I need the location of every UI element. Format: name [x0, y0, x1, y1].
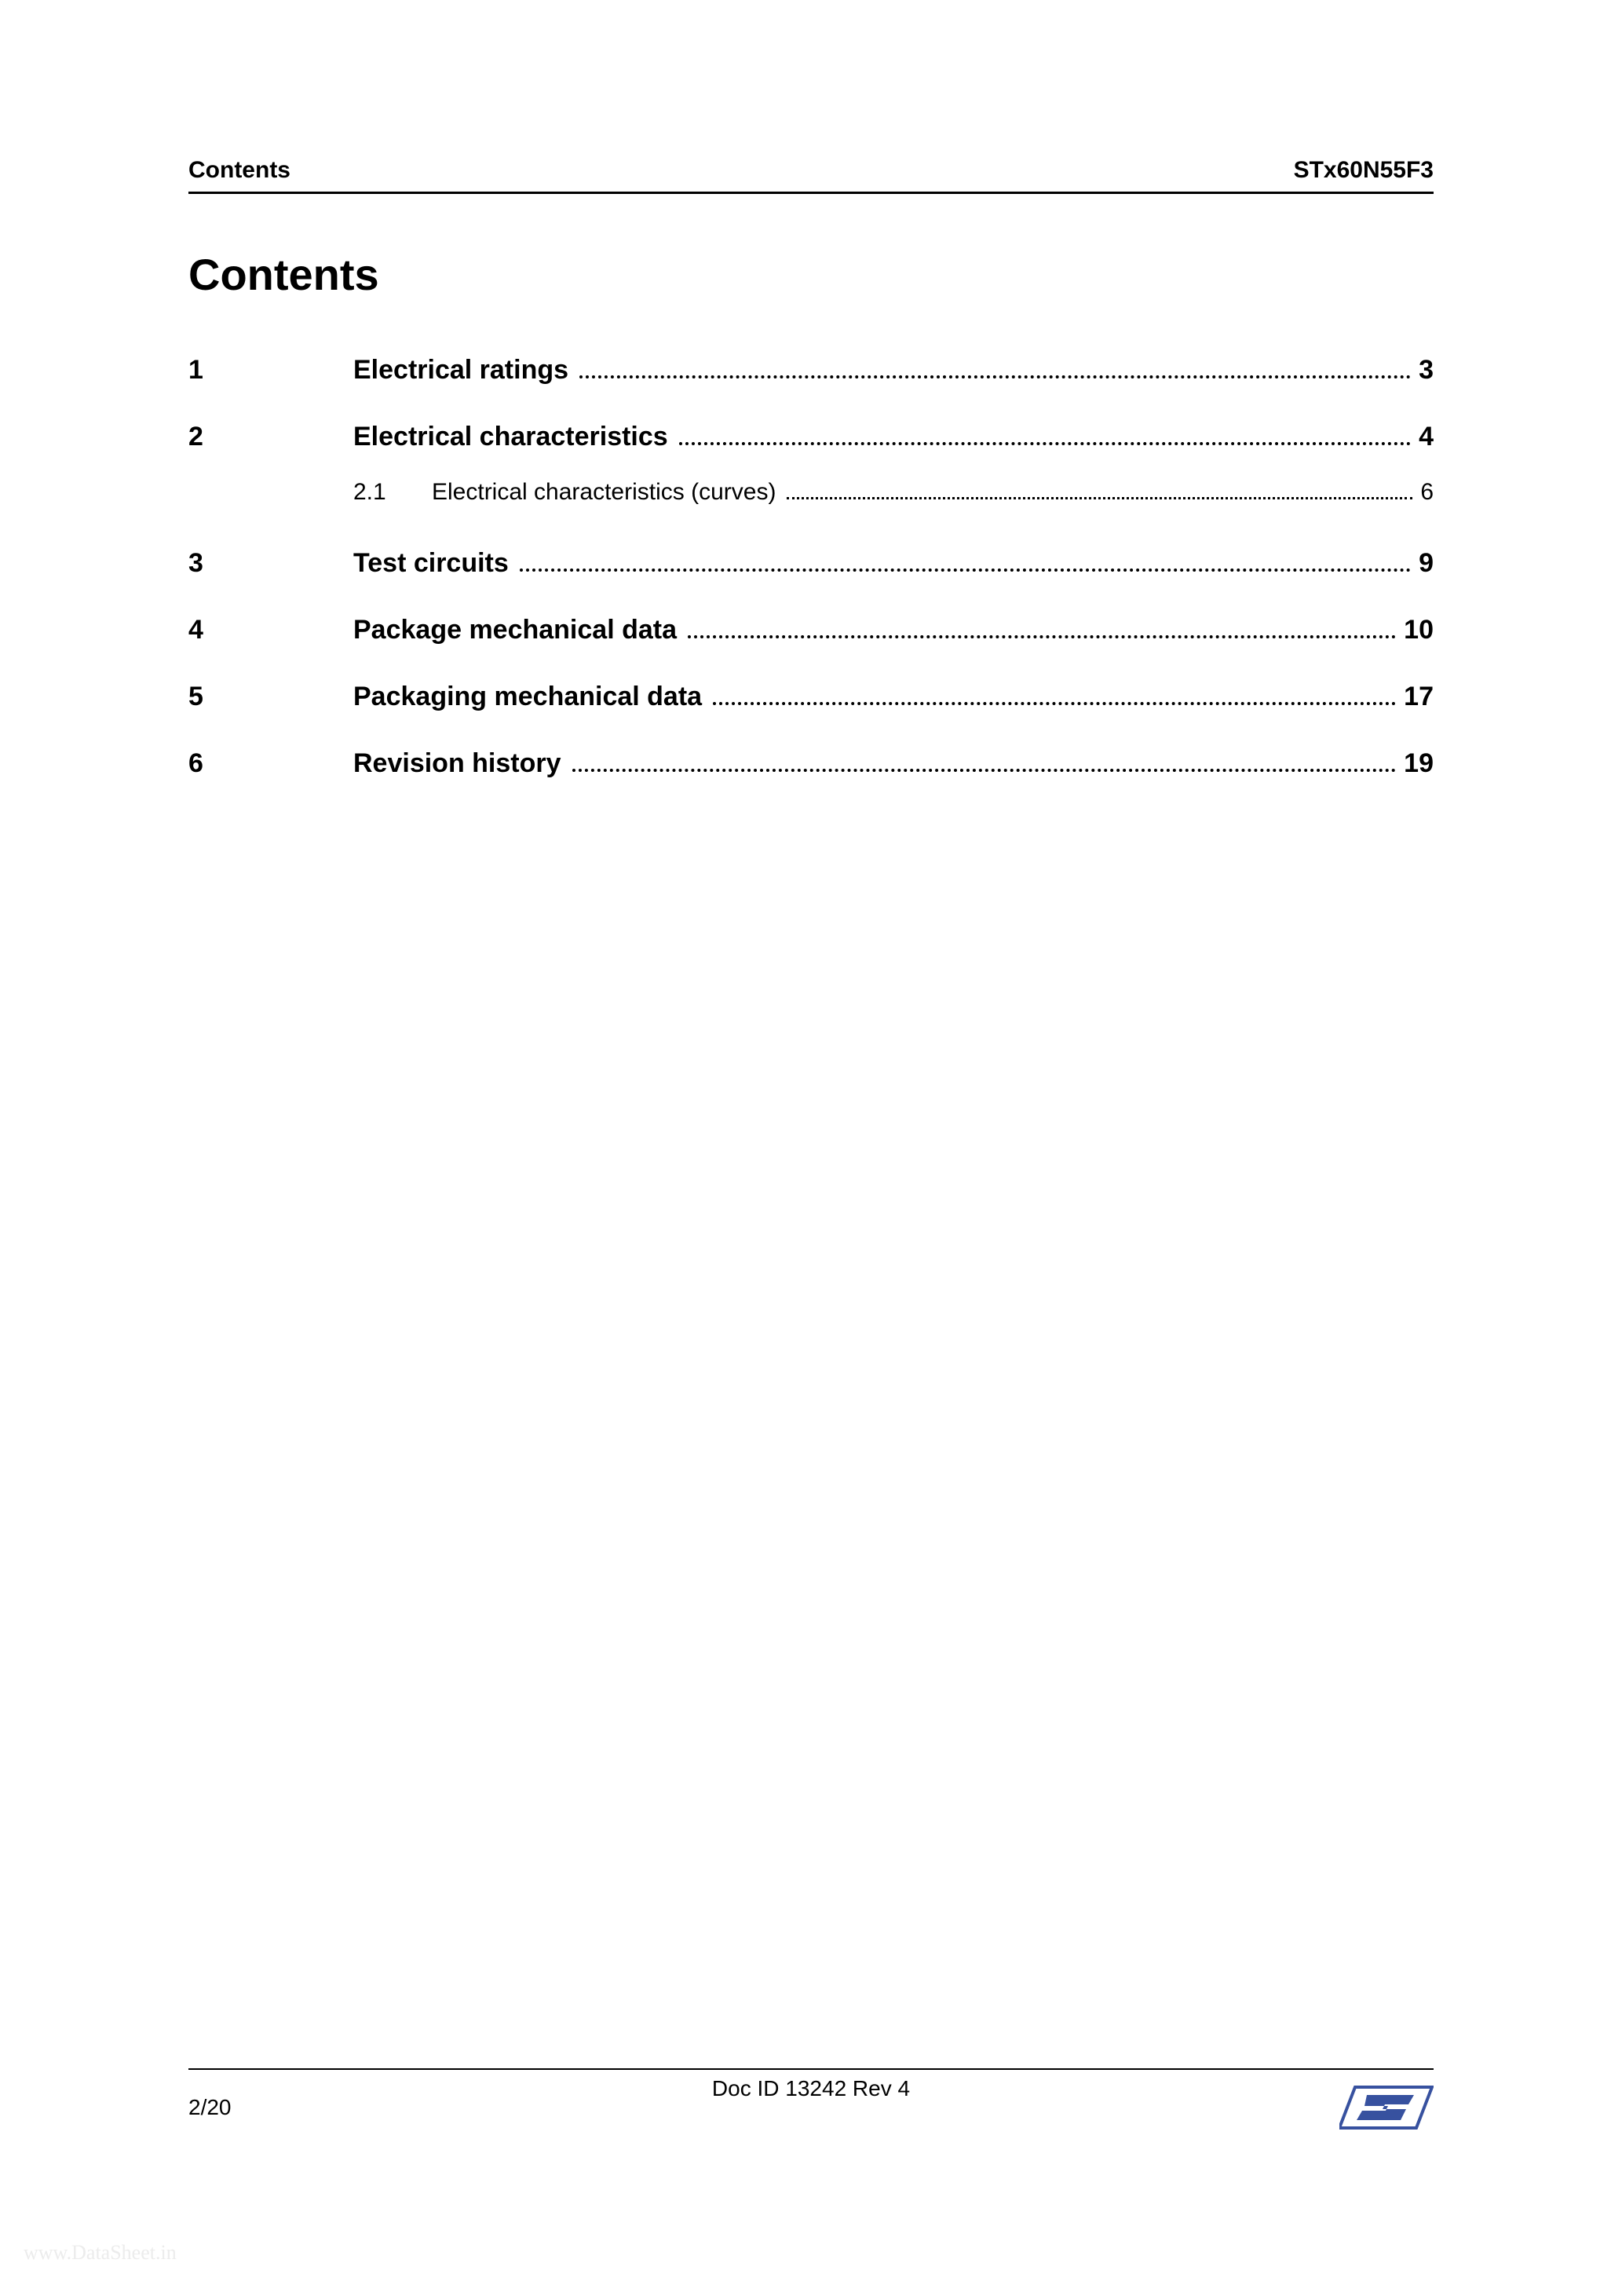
- footer-page-number: 2/20: [188, 2095, 232, 2120]
- toc-page-number: 6: [1420, 479, 1434, 506]
- toc-page-number: 10: [1404, 615, 1434, 645]
- table-of-contents: 1Electrical ratings32Electrical characte…: [188, 355, 1434, 779]
- header-left: Contents: [188, 157, 290, 184]
- toc-section-number: 3: [188, 548, 353, 579]
- st-logo-icon: [1339, 2079, 1434, 2136]
- toc-section-title: Electrical characteristics: [353, 422, 668, 452]
- toc-page-number: 9: [1419, 548, 1434, 579]
- toc-entry[interactable]: 2Electrical characteristics 4: [188, 422, 1434, 452]
- toc-entry[interactable]: 6Revision history 19: [188, 748, 1434, 779]
- toc-leader: [787, 497, 1412, 499]
- toc-section-title: Packaging mechanical data: [353, 682, 702, 712]
- toc-section-number: 6: [188, 748, 353, 779]
- toc-page-number: 19: [1404, 748, 1434, 779]
- page-footer: 2/20 Doc ID 13242 Rev 4: [188, 2068, 1434, 2139]
- header-right: STx60N55F3: [1294, 157, 1434, 184]
- toc-subsection-title: Electrical characteristics (curves): [432, 479, 776, 506]
- toc-entry[interactable]: 1Electrical ratings 3: [188, 355, 1434, 386]
- toc-entry[interactable]: 4Package mechanical data 10: [188, 615, 1434, 645]
- toc-subsection-number: 2.1: [353, 479, 432, 506]
- toc-subentry[interactable]: 2.1Electrical characteristics (curves) 6: [353, 479, 1434, 506]
- toc-entry[interactable]: 3Test circuits 9: [188, 548, 1434, 579]
- toc-section-number: 2: [188, 422, 353, 452]
- toc-leader: [713, 702, 1396, 705]
- toc-leader: [520, 569, 1411, 572]
- toc-leader: [572, 769, 1397, 772]
- toc-page-number: 4: [1419, 422, 1434, 452]
- toc-leader: [688, 635, 1396, 638]
- toc-section-title: Test circuits: [353, 548, 509, 579]
- toc-entry[interactable]: 5Packaging mechanical data 17: [188, 682, 1434, 712]
- toc-section-number: 1: [188, 355, 353, 386]
- toc-section-title: Package mechanical data: [353, 615, 677, 645]
- toc-leader: [679, 442, 1411, 445]
- page-header: Contents STx60N55F3: [188, 157, 1434, 194]
- contents-title: Contents: [188, 249, 1434, 300]
- footer-line: 2/20 Doc ID 13242 Rev 4: [188, 2068, 1434, 2139]
- toc-section-title: Revision history: [353, 748, 561, 779]
- toc-section-title: Electrical ratings: [353, 355, 568, 386]
- watermark: www.DataSheet.in: [24, 2241, 177, 2265]
- toc-page-number: 17: [1404, 682, 1434, 712]
- toc-page-number: 3: [1419, 355, 1434, 386]
- footer-doc-id: Doc ID 13242 Rev 4: [712, 2076, 910, 2101]
- page: Contents STx60N55F3 Contents 1Electrical…: [0, 0, 1622, 2296]
- toc-section-number: 4: [188, 615, 353, 645]
- toc-section-number: 5: [188, 682, 353, 712]
- toc-leader: [579, 375, 1411, 378]
